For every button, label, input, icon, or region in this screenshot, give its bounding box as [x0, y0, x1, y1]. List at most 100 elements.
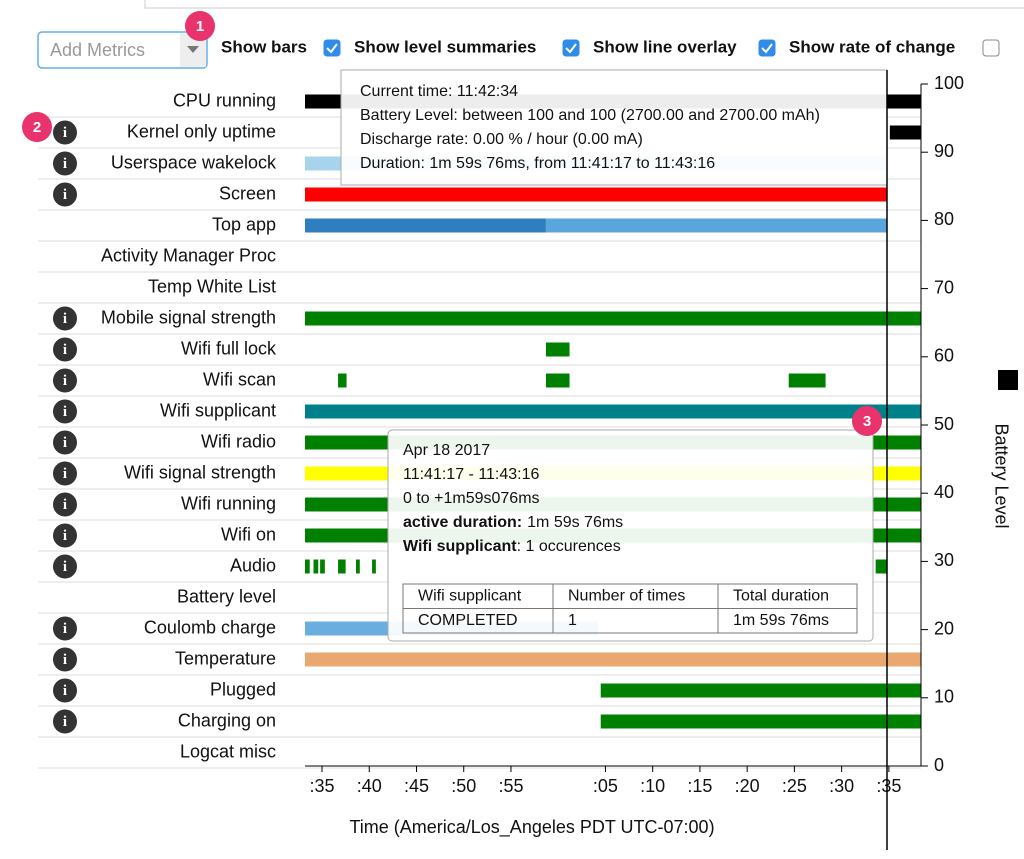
timeline-bar[interactable]	[320, 559, 325, 574]
timeline-bar[interactable]	[305, 218, 546, 233]
info-icon-glyph[interactable]: i	[63, 187, 67, 203]
info-icon[interactable]	[53, 337, 77, 362]
info-icon[interactable]	[53, 647, 77, 672]
row-label: Screen	[219, 183, 276, 203]
timeline-bar[interactable]	[889, 125, 921, 140]
timeline-bar[interactable]	[305, 652, 921, 667]
x-tick-label: :35	[309, 776, 334, 796]
timeline-bar[interactable]	[600, 714, 921, 729]
add-metrics-box[interactable]	[37, 31, 208, 69]
table-header: Number of times	[568, 587, 685, 604]
timeline-bar[interactable]	[305, 311, 921, 326]
checkbox[interactable]	[758, 39, 776, 57]
info-icon-glyph[interactable]: i	[63, 652, 67, 668]
info-icon-glyph[interactable]: i	[63, 311, 67, 327]
checkbox-label[interactable]: Show level summaries	[354, 37, 536, 56]
timeline-bar[interactable]	[305, 187, 887, 202]
tooltip-line: Current time: 11:42:34	[360, 83, 518, 100]
info-icon-glyph[interactable]: i	[63, 497, 67, 513]
table-cell: COMPLETED	[418, 612, 518, 629]
info-icon-glyph[interactable]: i	[63, 156, 67, 172]
tooltip-key: active duration:	[403, 514, 522, 531]
info-icon[interactable]	[53, 678, 77, 703]
tooltip-line: Discharge rate: 0.00 % / hour (0.00 mA)	[360, 131, 643, 148]
info-icon[interactable]	[53, 709, 77, 734]
info-icon-glyph[interactable]: i	[63, 125, 67, 141]
tooltip-line: active duration: 1m 59s 76ms	[403, 514, 623, 531]
timeline-bar[interactable]	[305, 404, 921, 419]
info-icon-glyph[interactable]: i	[63, 435, 67, 451]
timeline-bar[interactable]	[338, 559, 346, 574]
info-icon-glyph[interactable]: i	[63, 466, 67, 482]
info-icon-glyph[interactable]: i	[63, 714, 67, 730]
info-icon-glyph[interactable]: i	[63, 528, 67, 544]
tooltip-current: Current time: 11:42:34 Battery Level: bet…	[340, 69, 888, 186]
checkbox[interactable]	[562, 39, 580, 57]
info-icon[interactable]	[53, 461, 77, 486]
info-icon[interactable]	[53, 399, 77, 424]
timeline-bar[interactable]	[338, 373, 347, 388]
timeline-bar[interactable]	[788, 373, 826, 388]
timeline-bar[interactable]	[545, 373, 570, 388]
tooltip-box	[340, 69, 888, 186]
info-icon[interactable]	[53, 182, 77, 207]
y-tick-label: 90	[934, 141, 954, 161]
info-icon[interactable]	[53, 616, 77, 641]
timeline-bar[interactable]	[356, 559, 360, 574]
checkbox[interactable]	[982, 39, 1000, 57]
checkbox[interactable]	[323, 39, 341, 57]
info-icon-glyph[interactable]: i	[63, 373, 67, 389]
info-icon-glyph[interactable]: i	[63, 621, 67, 637]
row-label: Plugged	[210, 679, 276, 699]
info-icon-glyph[interactable]: i	[63, 559, 67, 575]
tooltip-line: 11:41:17 - 11:43:16	[403, 466, 540, 483]
checkmark	[326, 43, 338, 54]
timeline-bar[interactable]	[313, 559, 319, 574]
timeline-bar[interactable]	[372, 559, 376, 574]
row-label: Charging on	[178, 710, 276, 730]
info-icon-glyph[interactable]: i	[63, 683, 67, 699]
y-tick-label: 50	[934, 414, 954, 434]
info-icon-glyph[interactable]: i	[63, 342, 67, 358]
info-icon[interactable]	[53, 306, 77, 331]
row-label: Wifi radio	[201, 431, 276, 451]
add-metrics-placeholder: Add Metrics	[50, 40, 145, 60]
row-label: CPU running	[173, 90, 276, 110]
checkmark	[565, 43, 577, 54]
timeline-bar[interactable]	[305, 559, 310, 574]
info-icon[interactable]	[53, 554, 77, 579]
step-badge	[852, 406, 882, 436]
info-icon[interactable]	[53, 120, 77, 145]
info-icon-glyph[interactable]: i	[63, 404, 67, 420]
row-label: Userspace wakelock	[111, 152, 277, 172]
table-cell: 1	[568, 612, 577, 629]
add-metrics[interactable]: Add Metrics	[37, 31, 208, 69]
checkbox-label[interactable]: Show line overlay	[593, 37, 737, 56]
timeline-bar[interactable]	[545, 218, 887, 233]
timeline-bar[interactable]	[545, 342, 570, 357]
step-badge-label: 3	[863, 413, 871, 430]
row-label: Wifi scan	[203, 369, 276, 389]
checkbox-label[interactable]: Show rate of change	[789, 37, 955, 56]
info-icon[interactable]	[53, 523, 77, 548]
tooltip-value: 1m 59s 76ms	[527, 514, 623, 531]
timeline-bar[interactable]	[600, 683, 921, 698]
y-tick-label: 30	[934, 550, 954, 570]
checkbox-label[interactable]: Show bars	[221, 37, 307, 56]
timeline-bar[interactable]	[875, 559, 887, 574]
info-icon[interactable]	[53, 430, 77, 455]
info-icon[interactable]	[53, 151, 77, 176]
x-tick-label: :30	[829, 776, 854, 796]
row-label: Logcat misc	[180, 741, 276, 761]
x-tick-label: :20	[735, 776, 760, 796]
row-label: Wifi running	[181, 493, 276, 513]
info-icon[interactable]	[53, 492, 77, 517]
top-panel-edge	[144, 0, 1024, 9]
table-header: Wifi supplicant	[418, 587, 522, 604]
info-icon[interactable]	[53, 368, 77, 393]
x-axis-title: Time (America/Los_Angeles PDT UTC-07:00)	[349, 817, 714, 838]
y-tick-label: 0	[934, 755, 944, 775]
y-tick-label: 10	[934, 687, 954, 707]
row-label: Audio	[230, 555, 276, 575]
